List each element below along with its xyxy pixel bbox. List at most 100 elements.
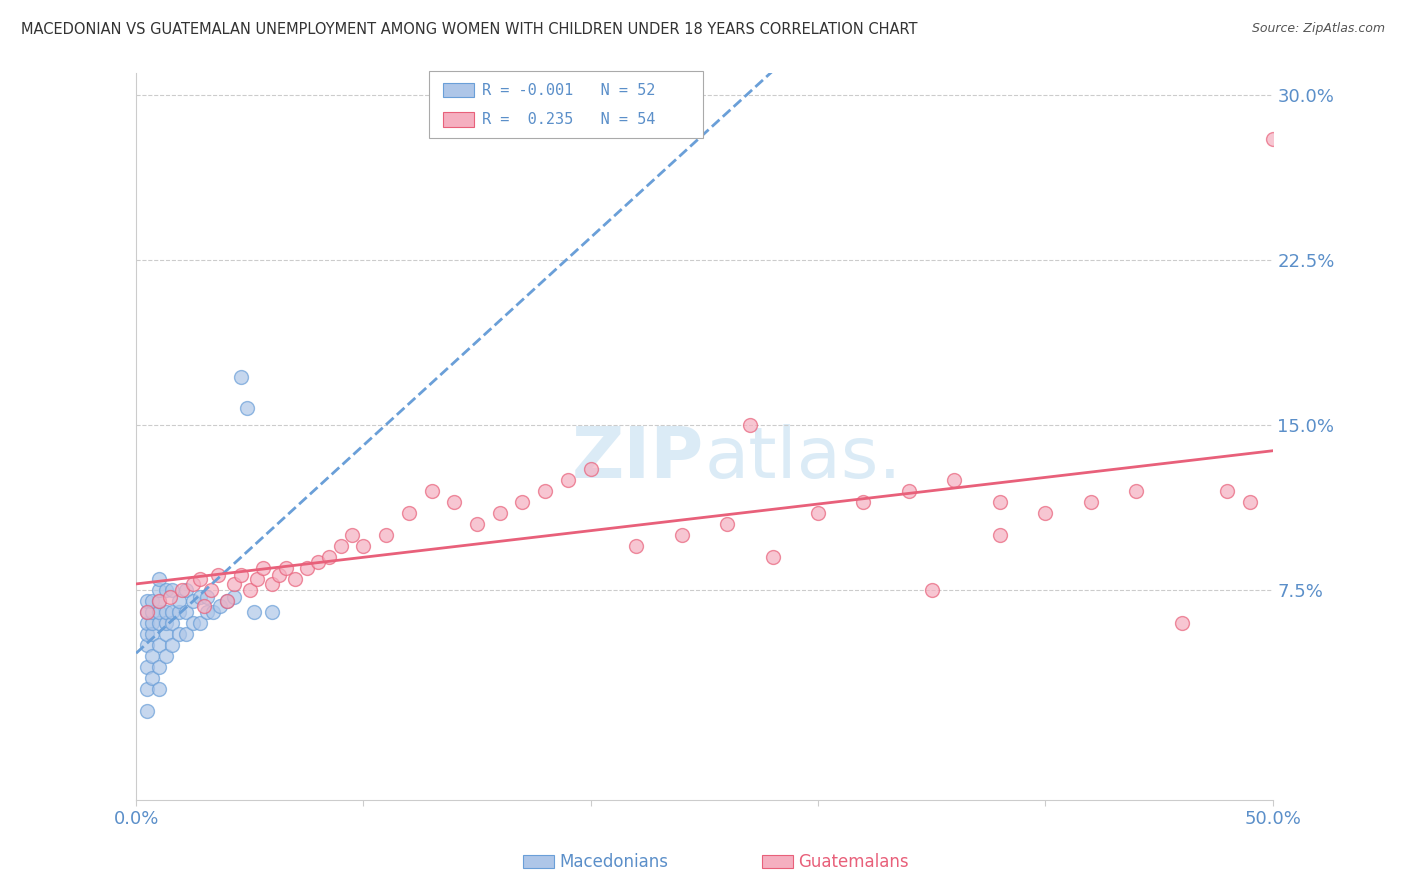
- Point: [169, 627, 191, 641]
- Point: [318, 550, 340, 565]
- Point: [159, 590, 181, 604]
- Point: [200, 583, 222, 598]
- Point: [181, 576, 204, 591]
- Point: [148, 639, 170, 653]
- Text: Guatemalans: Guatemalans: [799, 853, 910, 871]
- Point: [136, 682, 159, 697]
- Point: [534, 484, 557, 499]
- Point: [1033, 506, 1056, 520]
- Point: [174, 583, 197, 598]
- Point: [155, 583, 177, 598]
- Point: [921, 583, 943, 598]
- Point: [181, 594, 204, 608]
- Point: [136, 627, 159, 641]
- Point: [155, 606, 177, 620]
- Point: [193, 599, 215, 613]
- Point: [465, 517, 488, 532]
- Point: [136, 606, 159, 620]
- Point: [148, 682, 170, 697]
- Point: [239, 583, 262, 598]
- Point: [1261, 132, 1284, 146]
- Point: [761, 550, 783, 565]
- Point: [807, 506, 830, 520]
- Point: [229, 369, 252, 384]
- Point: [141, 627, 163, 641]
- Point: [136, 705, 159, 719]
- Point: [141, 594, 163, 608]
- Point: [1125, 484, 1147, 499]
- Point: [215, 594, 238, 608]
- Point: [284, 573, 307, 587]
- Point: [295, 561, 318, 575]
- Point: [488, 506, 510, 520]
- Point: [162, 639, 184, 653]
- Point: [174, 627, 197, 641]
- Point: [738, 418, 761, 433]
- Point: [671, 528, 693, 542]
- Text: Macedonians: Macedonians: [560, 853, 669, 871]
- Point: [141, 672, 163, 686]
- Text: MACEDONIAN VS GUATEMALAN UNEMPLOYMENT AMONG WOMEN WITH CHILDREN UNDER 18 YEARS C: MACEDONIAN VS GUATEMALAN UNEMPLOYMENT AM…: [21, 22, 918, 37]
- Point: [169, 594, 191, 608]
- Point: [136, 616, 159, 631]
- Point: [148, 616, 170, 631]
- Point: [148, 606, 170, 620]
- Point: [141, 606, 163, 620]
- Point: [162, 606, 184, 620]
- Point: [274, 561, 297, 575]
- Point: [195, 606, 218, 620]
- Point: [188, 616, 211, 631]
- Point: [148, 594, 170, 608]
- Point: [329, 539, 352, 553]
- Point: [1216, 484, 1239, 499]
- Text: atlas.: atlas.: [704, 424, 901, 492]
- Point: [181, 616, 204, 631]
- Point: [174, 606, 197, 620]
- Text: ZIP: ZIP: [572, 424, 704, 492]
- Point: [162, 616, 184, 631]
- Point: [202, 606, 225, 620]
- Point: [155, 649, 177, 664]
- Point: [148, 660, 170, 674]
- Point: [340, 528, 363, 542]
- Point: [188, 590, 211, 604]
- Point: [1239, 495, 1261, 509]
- Text: R = -0.001   N = 52: R = -0.001 N = 52: [482, 83, 655, 97]
- Point: [245, 573, 267, 587]
- Point: [170, 583, 193, 598]
- Point: [443, 495, 465, 509]
- Point: [162, 583, 184, 598]
- Point: [269, 568, 291, 582]
- Point: [136, 594, 159, 608]
- Point: [624, 539, 647, 553]
- Point: [252, 561, 274, 575]
- Point: [148, 573, 170, 587]
- Point: [148, 583, 170, 598]
- Point: [141, 616, 163, 631]
- Point: [136, 606, 159, 620]
- Point: [897, 484, 920, 499]
- Point: [375, 528, 398, 542]
- Point: [352, 539, 374, 553]
- Point: [716, 517, 738, 532]
- Text: Source: ZipAtlas.com: Source: ZipAtlas.com: [1251, 22, 1385, 36]
- Point: [579, 462, 602, 476]
- Point: [262, 576, 284, 591]
- Point: [207, 568, 229, 582]
- Point: [988, 528, 1011, 542]
- Point: [148, 594, 170, 608]
- Point: [262, 606, 284, 620]
- Point: [188, 573, 211, 587]
- Point: [236, 401, 259, 415]
- Point: [512, 495, 534, 509]
- Point: [420, 484, 443, 499]
- Point: [1080, 495, 1102, 509]
- Point: [155, 627, 177, 641]
- Point: [215, 594, 238, 608]
- Point: [195, 590, 218, 604]
- Point: [155, 616, 177, 631]
- Point: [398, 506, 420, 520]
- Point: [1170, 616, 1192, 631]
- Point: [852, 495, 875, 509]
- Point: [229, 568, 252, 582]
